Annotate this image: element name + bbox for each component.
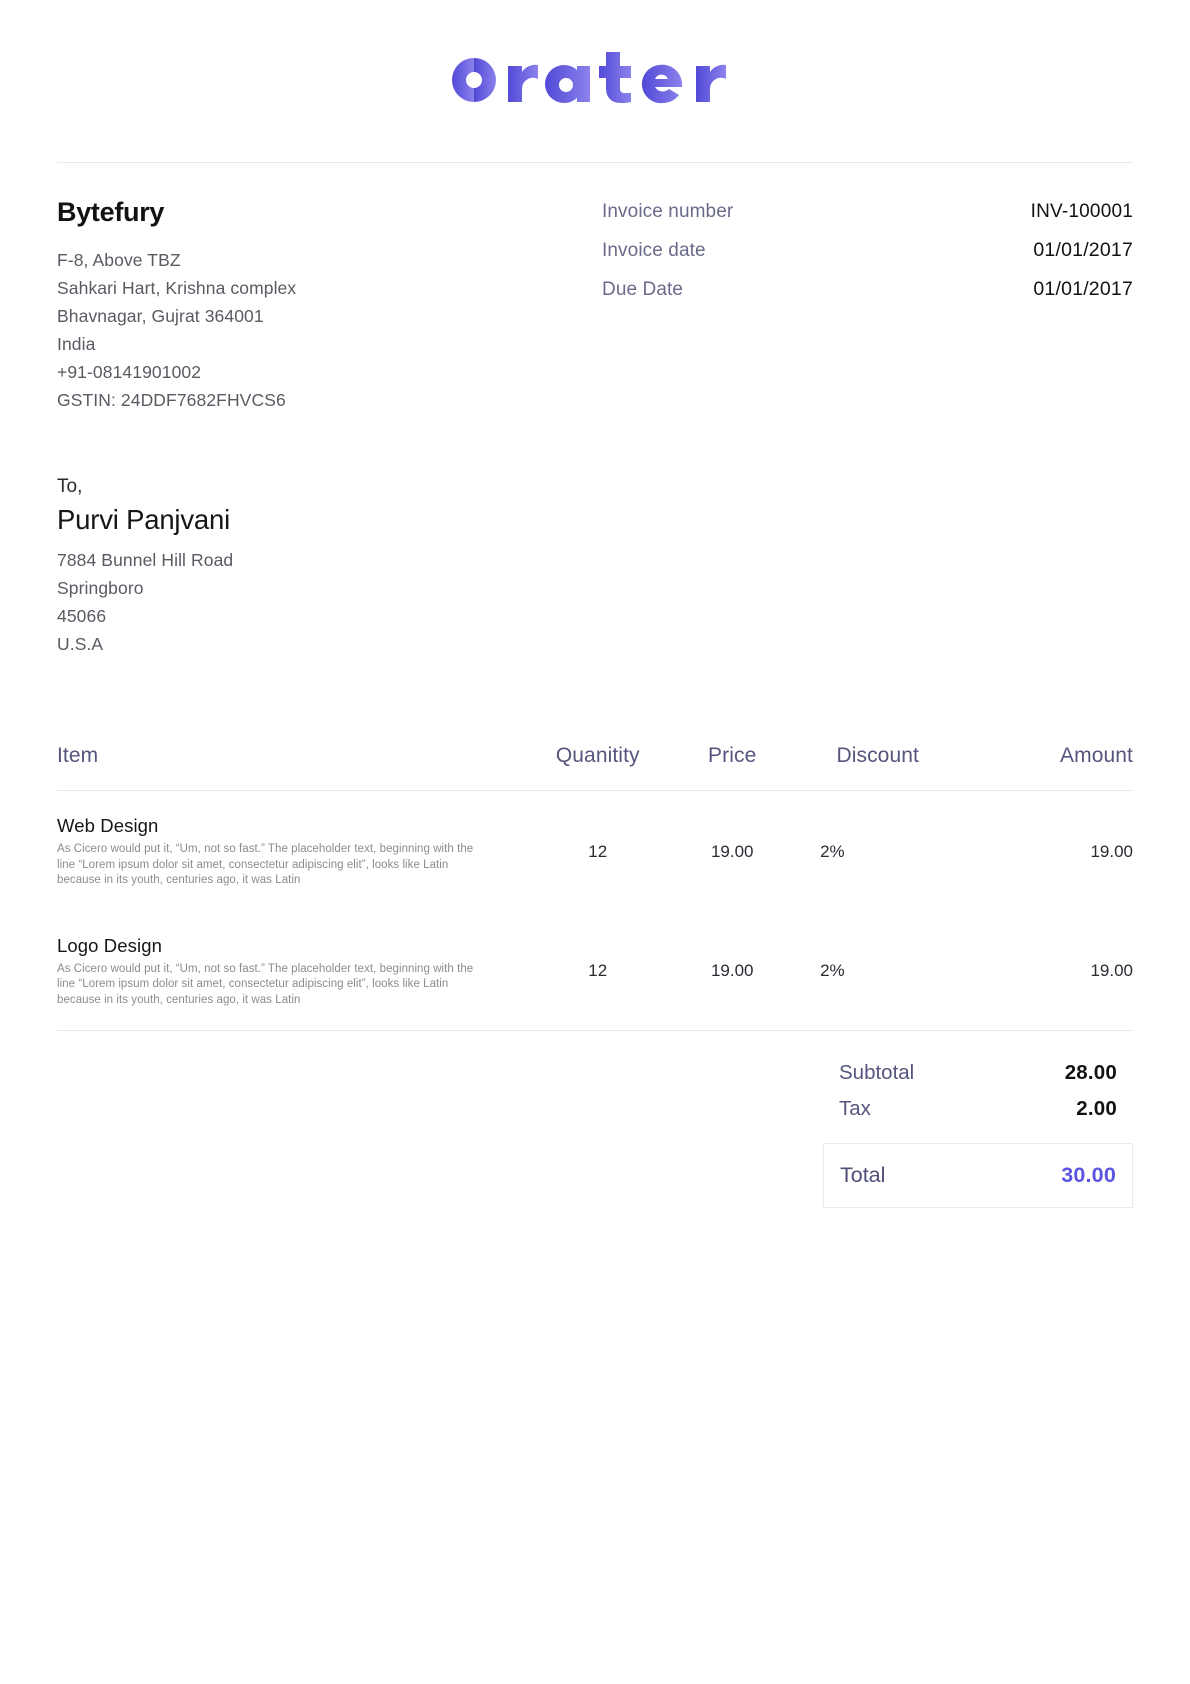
grand-total-row: Total 30.00 [823, 1143, 1133, 1208]
due-date-label: Due Date [602, 279, 684, 300]
company-block: Bytefury F-8, Above TBZ Sahkari Hart, Kr… [57, 197, 602, 414]
item-description: As Cicero would put it, “Um, not so fast… [57, 843, 474, 886]
item-cell: Logo Design As Cicero would put it, “Um,… [57, 911, 529, 1031]
items-section: Item Quanitity Price Discount Amount Web… [0, 658, 1190, 1031]
invoice-header: Bytefury F-8, Above TBZ Sahkari Hart, Kr… [0, 163, 1190, 414]
item-title: Logo Design [57, 934, 162, 956]
company-address-line: Bhavnagar, Gujrat 364001 [57, 306, 264, 326]
bill-to-label: To, [57, 476, 83, 497]
header-divider [57, 162, 1133, 163]
item-cell: Web Design As Cicero would put it, “Um, … [57, 791, 529, 911]
company-address-line: Sahkari Hart, Krishna complex [57, 278, 297, 298]
bill-to-block: To, Purvi Panjvani 7884 Bunnel Hill Road… [0, 414, 1190, 658]
subtotal-row: Subtotal 28.00 [823, 1055, 1133, 1091]
bill-to-address-line: Springboro [57, 578, 144, 598]
bill-to-address-line: U.S.A [57, 634, 104, 654]
meta-row-invoice-number: Invoice number INV-100001 [602, 201, 1133, 223]
header-price: Price [708, 744, 757, 767]
items-table-head: Item Quanitity Price Discount Amount [57, 744, 1133, 791]
item-quantity: 12 [588, 961, 608, 981]
total-label: Total [840, 1163, 886, 1187]
invoice-meta-block: Invoice number INV-100001 Invoice date 0… [602, 197, 1133, 317]
header-item: Item [57, 744, 99, 767]
item-price: 19.00 [710, 841, 754, 861]
company-address-line: India [57, 334, 96, 354]
items-table: Item Quanitity Price Discount Amount Web… [57, 744, 1133, 1031]
due-date-value: 01/01/2017 [1033, 278, 1133, 300]
item-title: Web Design [57, 815, 159, 836]
subtotal-label: Subtotal [839, 1061, 915, 1084]
invoice-number-label: Invoice number [602, 201, 734, 222]
tax-value: 2.00 [1076, 1097, 1117, 1120]
totals-box: Subtotal 28.00 Tax 2.00 Total 30.00 [823, 1055, 1133, 1208]
company-gstin: GSTIN: 24DDF7682FHVCS6 [57, 390, 286, 410]
item-quantity: 12 [588, 841, 608, 861]
meta-row-due-date: Due Date 01/01/2017 [602, 278, 1133, 301]
table-row: Web Design As Cicero would put it, “Um, … [57, 791, 1133, 911]
header-discount: Discount [836, 744, 919, 767]
brand-logo [0, 0, 1190, 144]
invoice-number-value: INV-100001 [1030, 201, 1133, 222]
item-amount: 19.00 [1090, 961, 1133, 981]
header-amount: Amount [1060, 744, 1133, 767]
bill-to-address-line: 45066 [57, 606, 107, 626]
meta-row-invoice-date: Invoice date 01/01/2017 [602, 239, 1133, 262]
item-price: 19.00 [710, 961, 754, 981]
totals-section: Subtotal 28.00 Tax 2.00 Total 30.00 [0, 1031, 1190, 1208]
company-phone: +91-08141901002 [57, 362, 202, 382]
bill-to-address-line: 7884 Bunnel Hill Road [57, 550, 234, 570]
company-address-line: F-8, Above TBZ [57, 250, 181, 270]
invoice-date-label: Invoice date [602, 240, 706, 261]
tax-label: Tax [839, 1097, 871, 1120]
bill-to-name: Purvi Panjvani [57, 504, 230, 535]
company-name: Bytefury [57, 197, 165, 227]
item-discount: 2% [820, 961, 845, 981]
items-header-row: Item Quanitity Price Discount Amount [57, 744, 1133, 791]
item-description: As Cicero would put it, “Um, not so fast… [57, 962, 474, 1006]
subtotal-value: 28.00 [1064, 1061, 1117, 1084]
tax-row: Tax 2.00 [823, 1091, 1133, 1127]
total-value: 30.00 [1061, 1163, 1116, 1187]
crater-logo-icon [452, 52, 726, 104]
table-row: Logo Design As Cicero would put it, “Um,… [57, 911, 1133, 1031]
header-quantity: Quanitity [555, 744, 640, 767]
invoice-date-value: 01/01/2017 [1033, 239, 1133, 261]
item-discount: 2% [820, 841, 845, 861]
items-table-body: Web Design As Cicero would put it, “Um, … [57, 791, 1133, 1031]
item-amount: 19.00 [1090, 841, 1133, 861]
